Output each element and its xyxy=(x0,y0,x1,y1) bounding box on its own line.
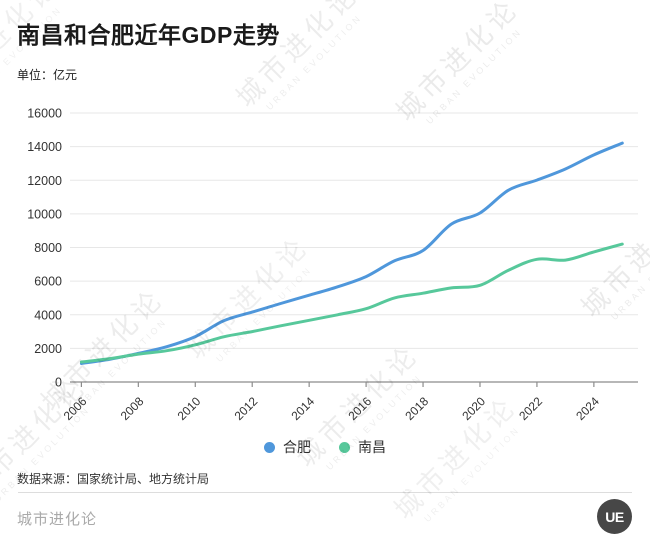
x-tick-label: 2016 xyxy=(345,394,374,423)
x-tick-label: 2020 xyxy=(459,394,488,423)
legend-label-hefei: 合肥 xyxy=(283,439,311,455)
x-tick-label: 2006 xyxy=(61,394,90,423)
x-tick-label: 2024 xyxy=(573,394,602,423)
nanchang-legend-dot-icon xyxy=(339,441,350,453)
chart-legend: 合肥 南昌 xyxy=(0,437,650,457)
y-tick-label: 4000 xyxy=(34,308,62,322)
x-tick-label: 2008 xyxy=(118,394,147,423)
legend-item-hefei: 合肥 xyxy=(264,437,311,457)
y-tick-label: 12000 xyxy=(27,174,62,188)
unit-label: 单位：亿元 xyxy=(17,68,78,82)
y-tick-label: 10000 xyxy=(27,207,62,221)
y-tick-label: 2000 xyxy=(34,342,62,356)
y-tick-label: 8000 xyxy=(34,241,62,255)
x-tick-label: 2014 xyxy=(288,394,317,423)
page-title: 南昌和合肥近年GDP走势 xyxy=(17,22,280,48)
y-tick-label: 6000 xyxy=(34,275,62,289)
hefei-line xyxy=(79,141,624,365)
x-tick-label: 2012 xyxy=(232,394,261,423)
y-tick-label: 16000 xyxy=(27,107,62,121)
y-tick-label: 14000 xyxy=(27,140,62,154)
x-tick-label: 2018 xyxy=(402,394,431,423)
hefei-legend-dot-icon xyxy=(264,441,275,453)
x-tick-label: 2022 xyxy=(516,394,545,423)
ue-logo-icon: UE xyxy=(597,499,632,534)
data-source-note: 数据来源：国家统计局、地方统计局 xyxy=(17,472,210,486)
legend-label-nanchang: 南昌 xyxy=(358,439,386,455)
y-tick-label: 0 xyxy=(55,376,62,390)
nanchang-line xyxy=(79,242,624,364)
x-tick-label: 2010 xyxy=(175,394,204,423)
legend-item-nanchang: 南昌 xyxy=(339,437,386,457)
footer-brand: 城市进化论 xyxy=(17,511,98,528)
footer-divider xyxy=(18,492,632,493)
